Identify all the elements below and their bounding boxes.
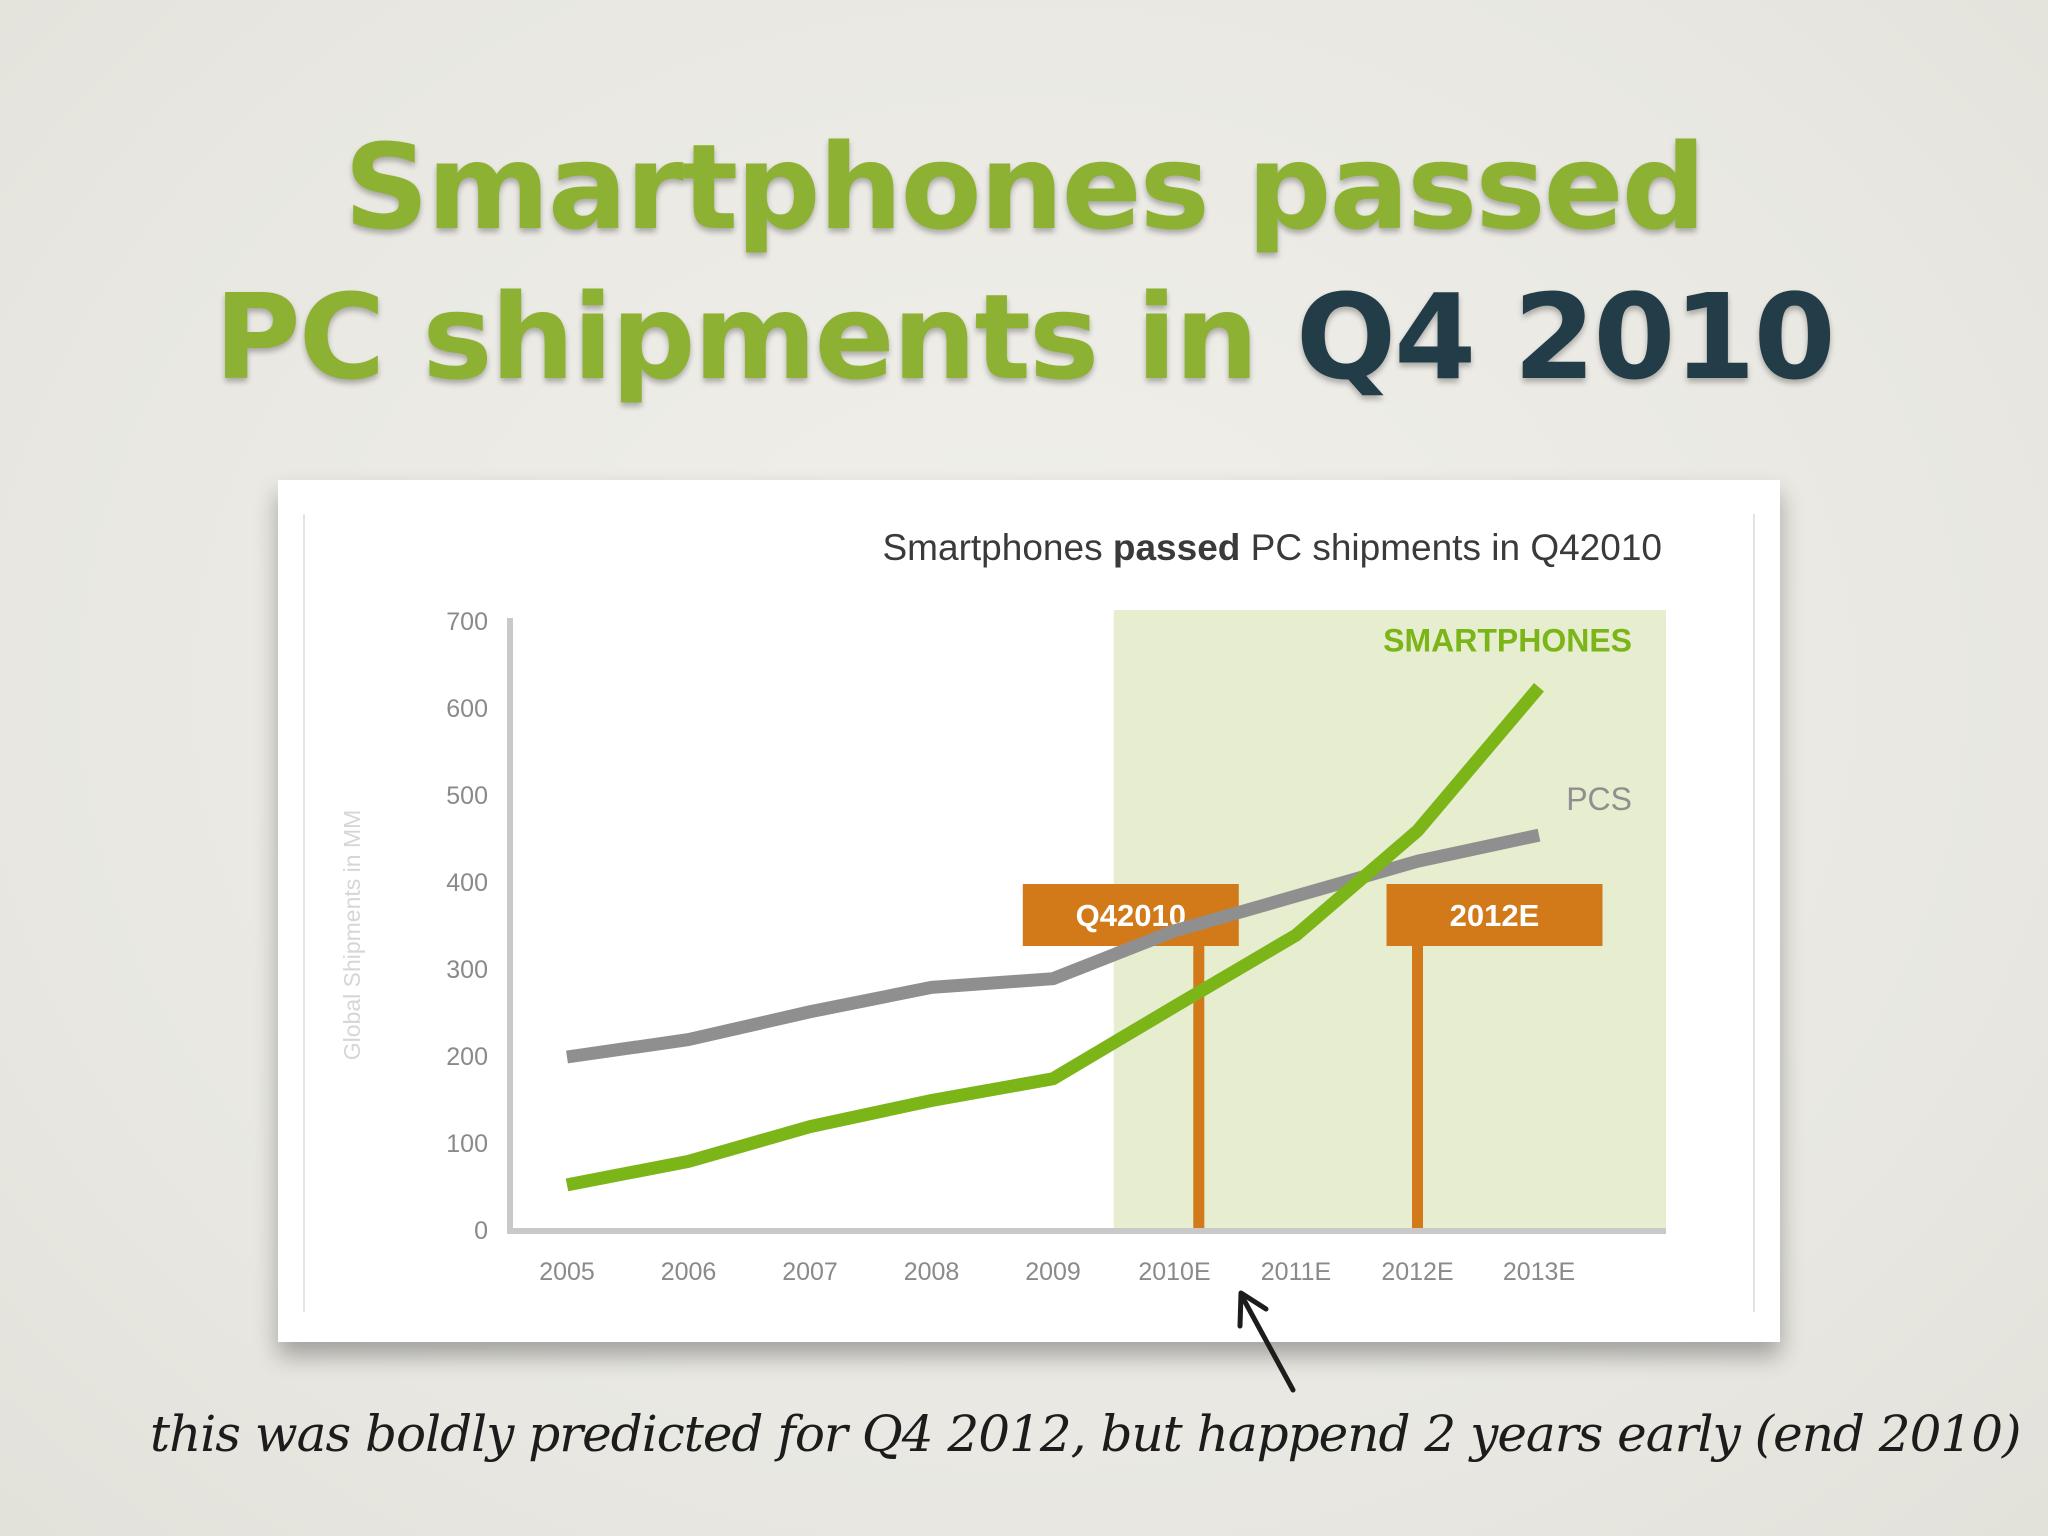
chart-title: Smartphones passed PC shipments in Q4201…: [883, 527, 1663, 568]
y-tick-label: 400: [446, 869, 488, 897]
slide-title-line-2-prefix: PC shipments in: [214, 268, 1296, 406]
pcs-series-label: PCS: [1566, 781, 1632, 817]
annotation-text: this was boldly predicted for Q4 2012, b…: [150, 1405, 2022, 1463]
chart-card: 0 100 200 300 400 500 600 700 2005 2006 2007 2008 2…: [278, 480, 1780, 1342]
smartphones-series-label: SMARTPHONES: [1383, 622, 1632, 658]
marker-box: [1386, 884, 1603, 946]
x-tick-label: 2013E: [1503, 1258, 1575, 1286]
x-tick-label: 2007: [782, 1258, 838, 1286]
marker-box: [1022, 884, 1239, 946]
x-axis-ticks: 2005 2006 2007 2008 2009 2010E 2011E 2012E 2013E: [539, 1258, 1575, 1286]
x-tick-label: 2012E: [1381, 1258, 1453, 1286]
y-axis-ticks: 0 100 200 300 400 500 600 700: [446, 608, 488, 1245]
x-tick-label: 2010E: [1138, 1258, 1210, 1286]
marker-label: 2012E: [1450, 898, 1540, 933]
slide-title-line-1-text: Smartphones passed: [343, 118, 1706, 256]
y-tick-label: 500: [446, 782, 488, 810]
chart-title-prefix: Smartphones: [883, 527, 1113, 568]
chart-title-bold: passed: [1113, 527, 1241, 568]
y-tick-label: 0: [474, 1217, 488, 1245]
y-axis-label: Global Shipments in MM: [339, 810, 365, 1061]
series-group: PCS SMARTPHONES: [565, 622, 1632, 1192]
x-tick-label: 2006: [661, 1258, 717, 1286]
y-tick-label: 600: [446, 695, 488, 723]
y-tick-label: 100: [446, 1130, 488, 1158]
slide-title-line-1: Smartphones passed: [0, 128, 2048, 246]
y-tick-label: 300: [446, 956, 488, 984]
y-tick-label: 200: [446, 1043, 488, 1071]
x-tick-label: 2008: [904, 1258, 960, 1286]
y-tick-label: 700: [446, 608, 488, 636]
x-tick-label: 2005: [539, 1258, 595, 1286]
slide-title-emphasis: Q4 2010: [1295, 268, 1836, 406]
smartphones-line: [565, 683, 1544, 1192]
slide-title-line-2: PC shipments in Q4 2010: [0, 278, 2048, 396]
arrow-shaft: [1241, 1297, 1296, 1393]
arrow-head-icon: [1237, 1290, 1269, 1329]
x-tick-label: 2011E: [1261, 1258, 1331, 1286]
x-tick-label: 2009: [1025, 1258, 1081, 1286]
chart-title-suffix: PC shipments in Q42010: [1240, 527, 1662, 568]
marker-group: Q42010 2012E: [1022, 884, 1603, 1228]
